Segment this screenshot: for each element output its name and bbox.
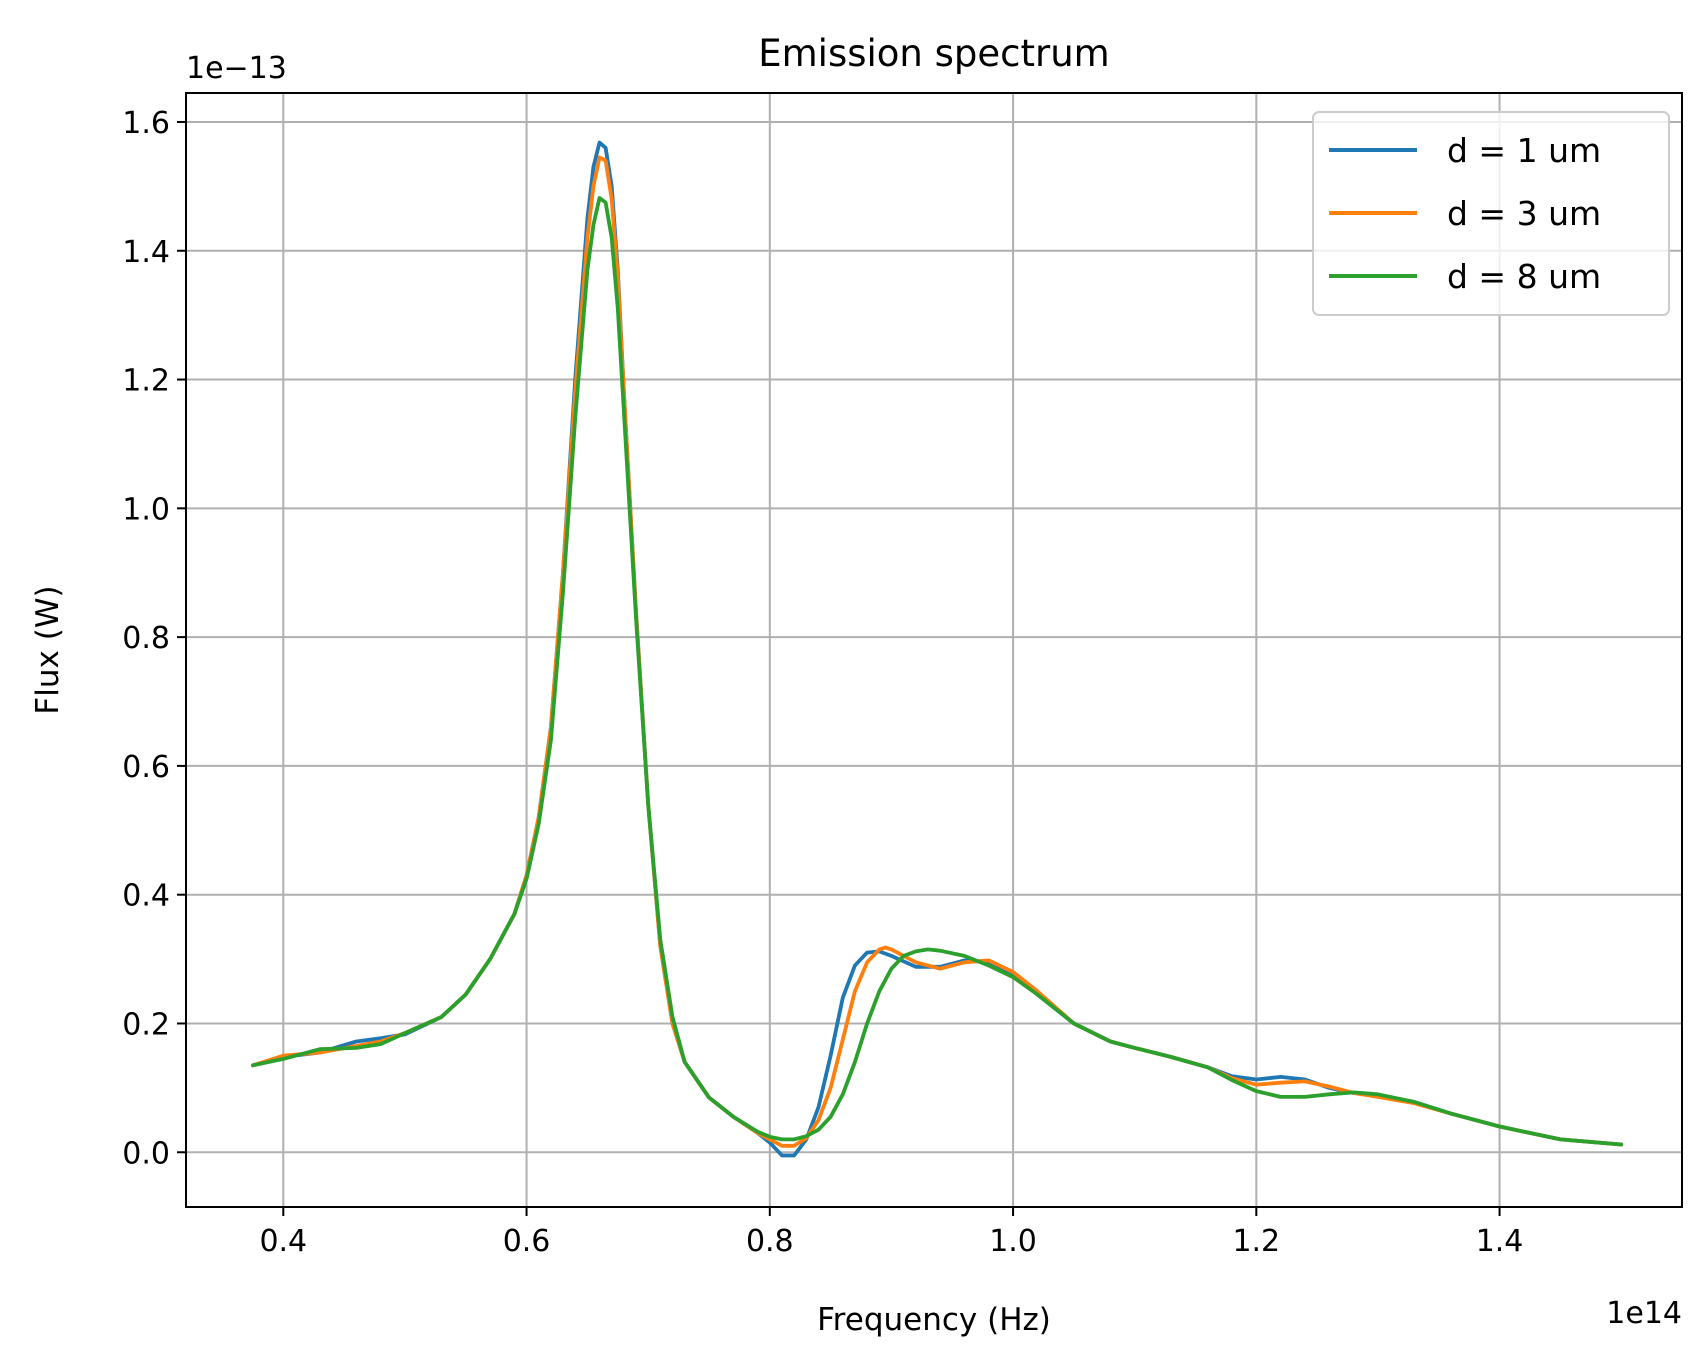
y-tick-label: 1.4 — [122, 235, 170, 270]
grid — [186, 93, 1682, 1207]
y-tick-label: 0.6 — [122, 750, 170, 785]
x-offset-label: 1e14 — [1606, 1296, 1682, 1331]
y-tick-label: 0.8 — [122, 621, 170, 656]
x-tick-label: 1.4 — [1476, 1224, 1524, 1259]
y-tick-label: 1.6 — [122, 106, 170, 141]
legend-box — [1312, 111, 1670, 316]
y-offset-label: 1e−13 — [186, 51, 287, 86]
legend-label: d = 3 um — [1447, 194, 1601, 233]
y-tick-label: 0.4 — [122, 879, 170, 914]
y-tick-label: 0.2 — [122, 1007, 170, 1042]
x-tick-label: 1.0 — [989, 1224, 1037, 1259]
plot-frame — [185, 92, 1683, 1208]
chart-title: Emission spectrum — [758, 32, 1109, 75]
axis-labels: Emission spectrum Frequency (Hz) Flux (W… — [30, 32, 1682, 1338]
x-tick-label: 0.8 — [746, 1224, 794, 1259]
x-tick-label: 0.6 — [503, 1224, 551, 1259]
y-tick-label: 0.0 — [122, 1136, 170, 1171]
y-tick-label: 1.2 — [122, 364, 170, 399]
series-line-3 — [251, 196, 1624, 1147]
x-axis-label: Frequency (Hz) — [817, 1302, 1051, 1338]
ticks: 0.4 0.6 0.8 1.0 1.2 1.4 0.0 0.2 0.4 0.6 0.8 1.0 1.2 1… — [122, 106, 1523, 1259]
y-axis-label: Flux (W) — [30, 585, 66, 714]
legend-label: d = 1 um — [1447, 131, 1601, 170]
x-tick-label: 1.2 — [1232, 1224, 1280, 1259]
legend-label: d = 8 um — [1447, 257, 1601, 296]
series-lines — [251, 140, 1624, 1158]
y-tick-label: 1.0 — [122, 492, 170, 527]
legend: d = 1 um d = 3 um d = 8 um — [1312, 111, 1670, 316]
x-tick-label: 0.4 — [259, 1224, 307, 1259]
